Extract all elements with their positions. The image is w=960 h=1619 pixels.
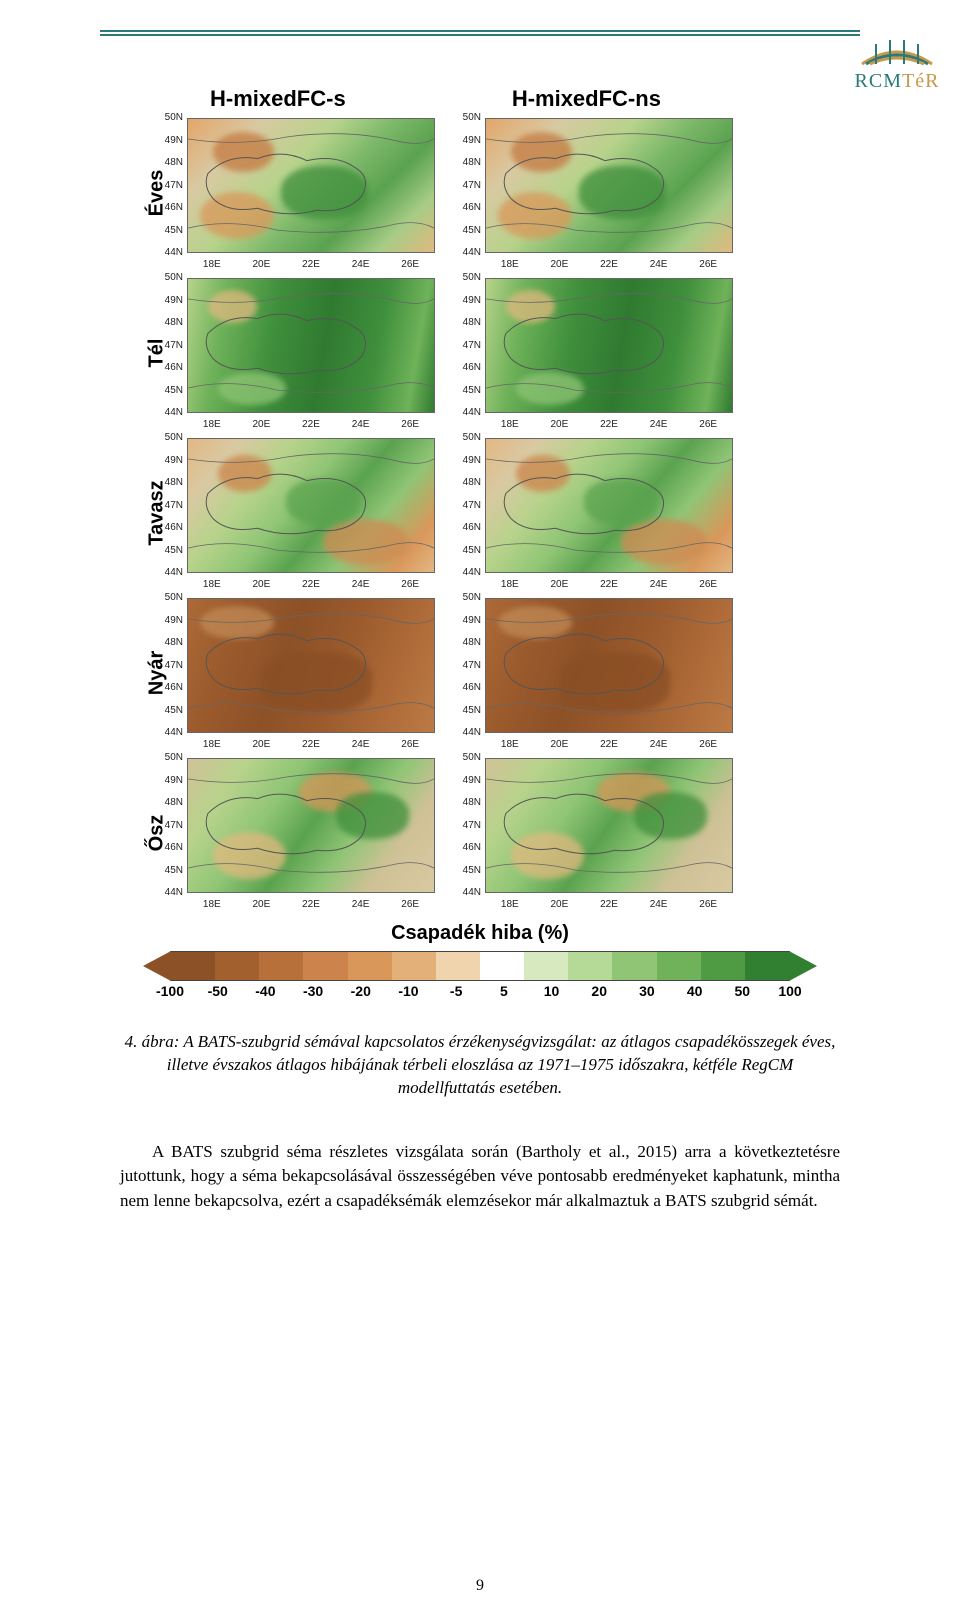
body-paragraph: A BATS szubgrid séma részletes vizsgálat… — [120, 1140, 840, 1214]
map-cell: 50N49N48N47N46N45N44N18E20E22E24E26E — [453, 438, 733, 588]
legend-title: Csapadék hiba (%) — [155, 922, 805, 945]
map-row: Ősz 50N49N48N47N46N45N44N18E20E22E24E26E… — [155, 758, 805, 908]
map-cell: 50N49N48N47N46N45N44N18E20E22E24E26E — [155, 438, 435, 588]
map-row: Tavasz 50N49N48N47N46N45N44N18E20E22E24E… — [155, 438, 805, 588]
map-cell: 50N49N48N47N46N45N44N18E20E22E24E26E — [155, 598, 435, 748]
map-cell: 50N49N48N47N46N45N44N18E20E22E24E26E — [453, 758, 733, 908]
map-row: Tél 50N49N48N47N46N45N44N18E20E22E24E26E… — [155, 278, 805, 428]
figure-caption: 4. ábra: A BATS-szubgrid sémával kapcsol… — [120, 1031, 840, 1100]
figure-panel: H-mixedFC-s H-mixedFC-ns Éves 50N49N48N4… — [155, 86, 805, 1001]
column-titles: H-mixedFC-s H-mixedFC-ns — [155, 86, 805, 112]
logo-icon — [852, 30, 942, 70]
col-title-right: H-mixedFC-ns — [512, 86, 661, 111]
colorbar: -100-50-40-30-20-10-551020304050100 — [170, 951, 790, 1001]
map-cell: 50N49N48N47N46N45N44N18E20E22E24E26E — [155, 278, 435, 428]
caption-number: 4. ábra: — [125, 1032, 180, 1051]
map-cell: 50N49N48N47N46N45N44N18E20E22E24E26E — [155, 758, 435, 908]
col-title-left: H-mixedFC-s — [210, 86, 346, 111]
header-rule — [100, 30, 860, 36]
map-cell: 50N49N48N47N46N45N44N18E20E22E24E26E — [155, 118, 435, 268]
caption-text: A BATS-szubgrid sémával kapcsolatos érzé… — [167, 1032, 836, 1097]
map-row: Nyár 50N49N48N47N46N45N44N18E20E22E24E26… — [155, 598, 805, 748]
map-cell: 50N49N48N47N46N45N44N18E20E22E24E26E — [453, 598, 733, 748]
page-number: 9 — [0, 1577, 960, 1595]
logo-text: RCMTéR — [852, 70, 942, 93]
map-cell: 50N49N48N47N46N45N44N18E20E22E24E26E — [453, 278, 733, 428]
logo: RCMTéR — [852, 30, 942, 93]
map-row: Éves 50N49N48N47N46N45N44N18E20E22E24E26… — [155, 118, 805, 268]
map-cell: 50N49N48N47N46N45N44N18E20E22E24E26E — [453, 118, 733, 268]
